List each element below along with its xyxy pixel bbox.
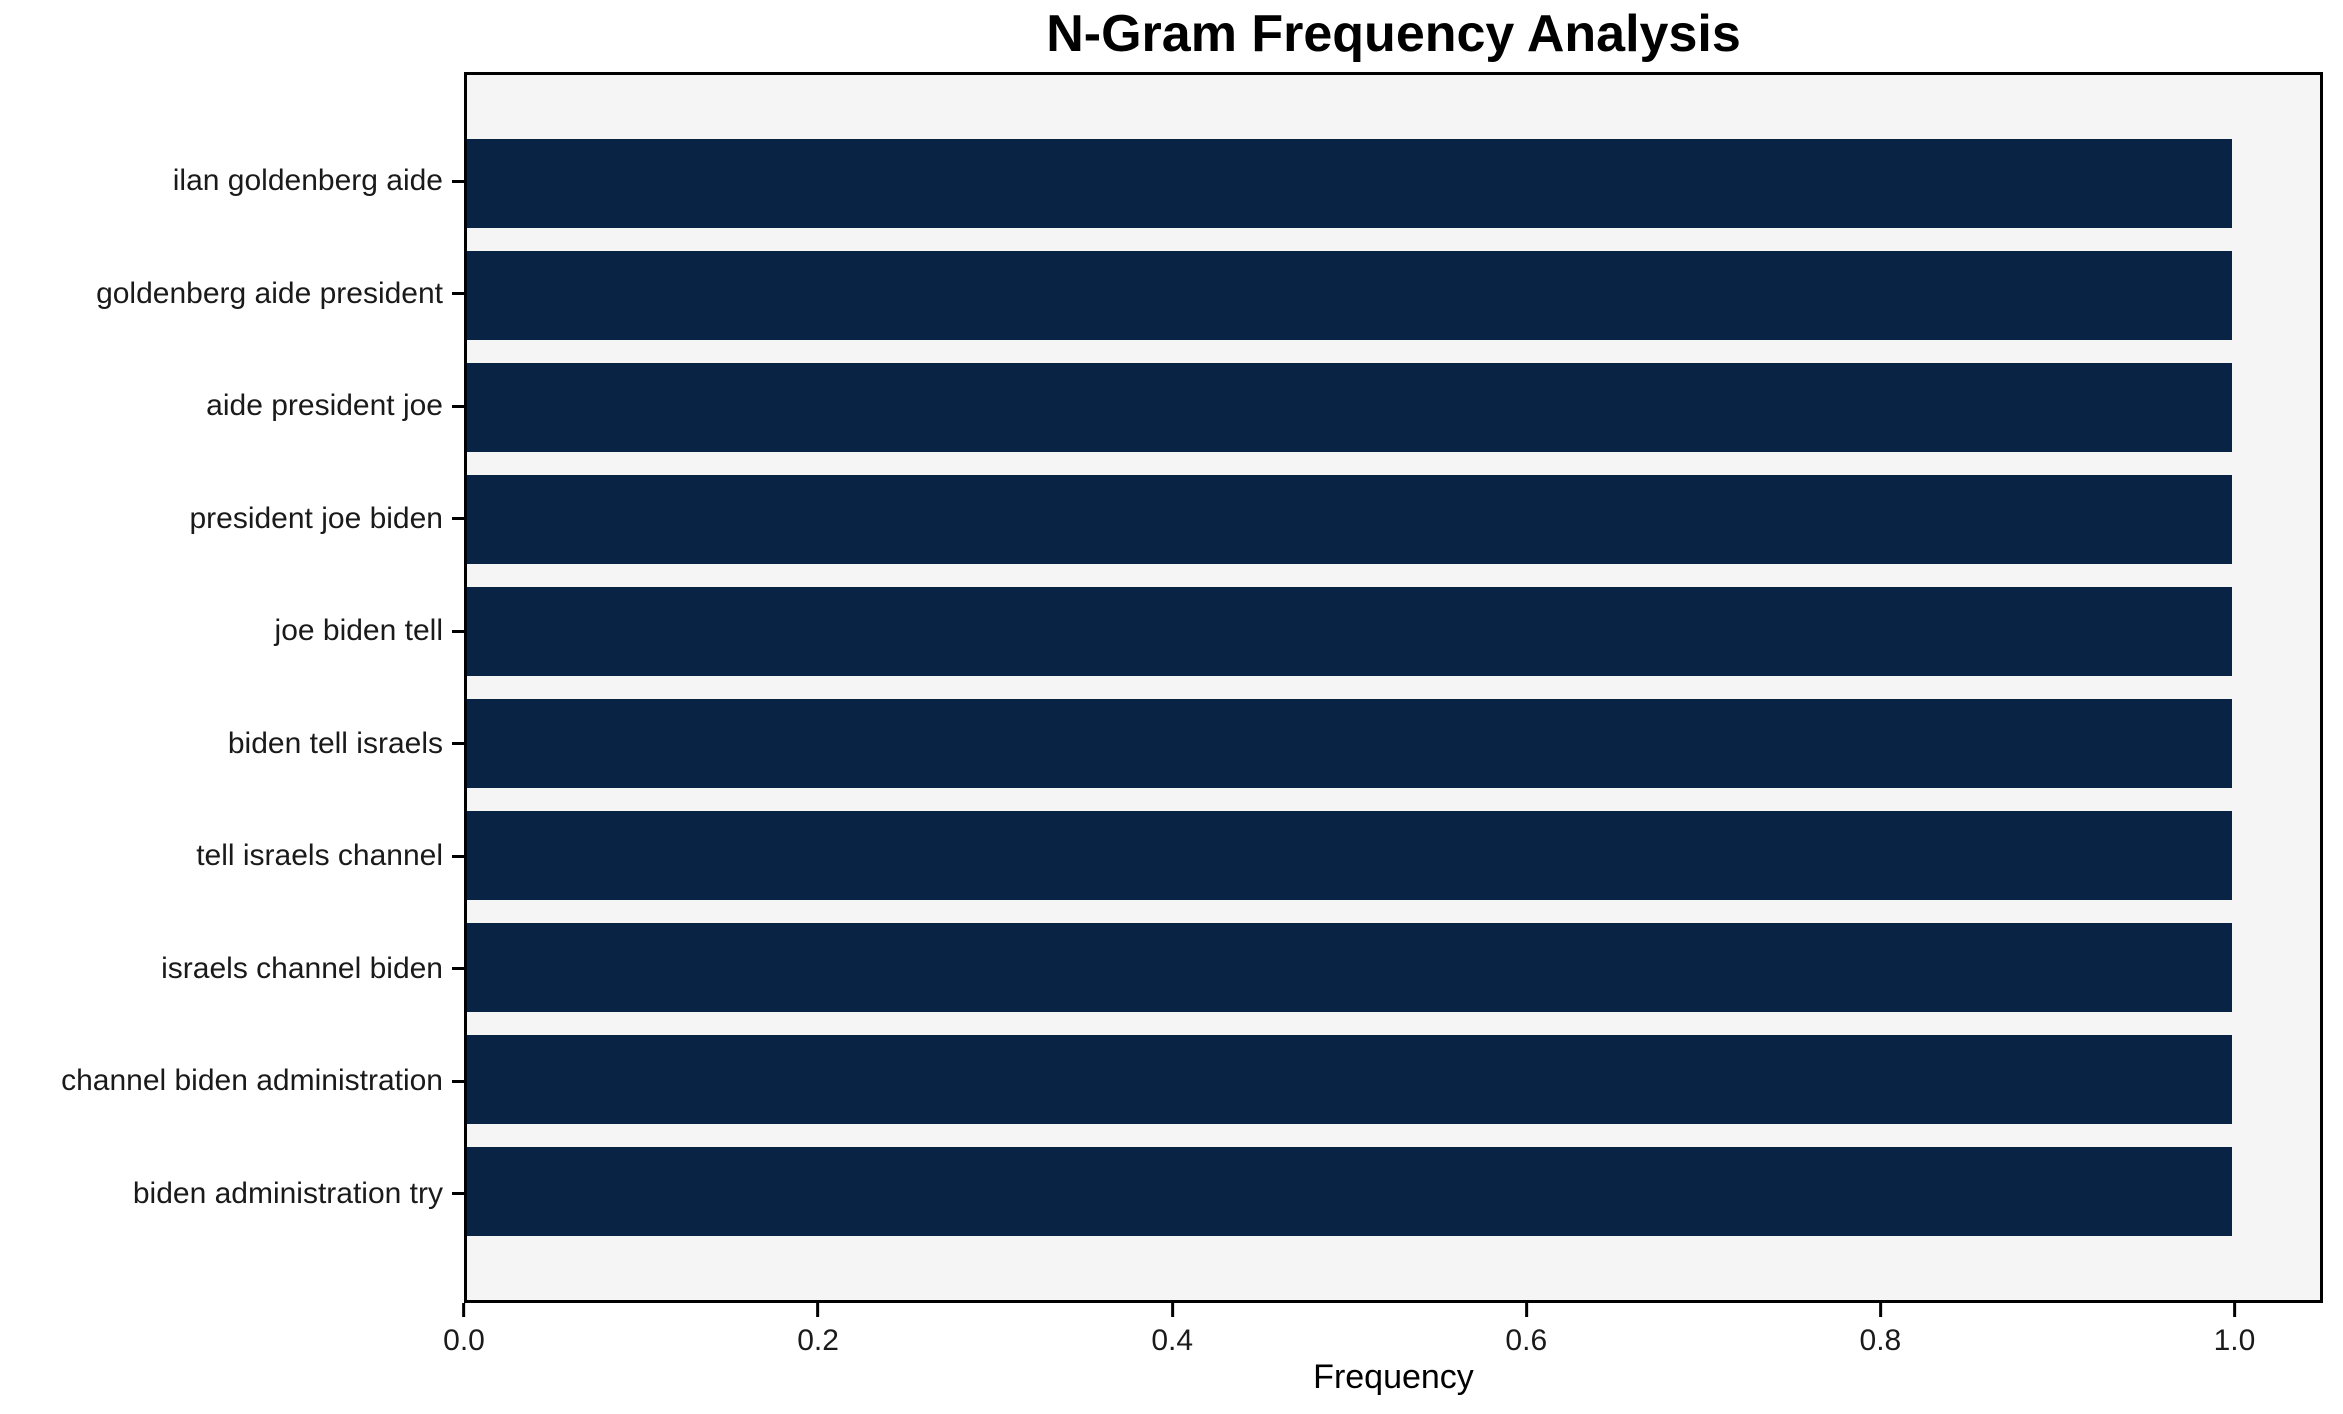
x-axis: 0.0 0.2 0.4 0.6 0.8 1.0 [443,1303,2323,1373]
bar-row [467,911,2320,1023]
y-tick-mark [452,1079,464,1083]
y-tick-label: joe biden tell [274,614,443,648]
bar-row [467,240,2320,352]
y-tick-mark [452,1192,464,1196]
y-tick-row: channel biden administration [0,1025,464,1138]
x-tick: 0.8 [1859,1303,1902,1358]
bar [467,139,2232,229]
y-tick-mark [452,517,464,521]
bar-row [467,688,2320,800]
y-tick-label: tell israels channel [196,839,443,873]
y-tick-row: biden tell israels [0,688,464,801]
x-tick: 1.0 [2213,1303,2256,1358]
y-tick-label: president joe biden [189,501,443,535]
y-tick-row: tell israels channel [0,800,464,913]
x-tick-mark [462,1303,466,1317]
y-axis: ilan goldenberg aide goldenberg aide pres… [0,72,464,1303]
bar-row [467,1135,2320,1247]
y-tick-mark [452,742,464,746]
chart-title: N-Gram Frequency Analysis [1046,5,1741,63]
bar [467,587,2232,677]
y-tick-mark [452,179,464,183]
y-tick-label: biden tell israels [227,726,443,760]
y-tick-label: biden administration try [132,1176,443,1210]
x-tick-mark [2232,1303,2236,1317]
bar-row [467,464,2320,576]
x-tick-label: 1.0 [2213,1324,2256,1357]
y-tick-mark [452,404,464,408]
y-tick-mark [452,854,464,858]
x-tick: 0.4 [1151,1303,1193,1358]
x-tick-mark [1170,1303,1174,1317]
bar-row [467,799,2320,911]
bar-row [467,1023,2320,1135]
y-tick-label: goldenberg aide president [96,276,443,310]
x-tick-label: 0.2 [797,1324,839,1357]
bar-row [467,352,2320,464]
y-tick-row: israels channel biden [0,913,464,1026]
y-tick-row: president joe biden [0,463,464,576]
bar [467,251,2232,341]
bar [467,698,2232,788]
y-tick-row: biden administration try [0,1138,464,1251]
bar [467,475,2232,565]
x-tick-label: 0.8 [1859,1324,1902,1357]
y-tick-row: aide president joe [0,350,464,463]
y-tick-mark [452,292,464,296]
y-tick-row: goldenberg aide president [0,238,464,351]
y-tick-mark [452,967,464,971]
plot-area [464,72,2323,1303]
bar [467,1034,2232,1124]
x-tick-mark [1878,1303,1882,1317]
x-tick: 0.2 [797,1303,839,1358]
y-tick-row: ilan goldenberg aide [0,125,464,238]
x-tick-label: 0.6 [1505,1324,1548,1357]
y-tick-mark [452,629,464,633]
x-tick-mark [1524,1303,1528,1317]
y-tick-row: joe biden tell [0,575,464,688]
y-tick-label: channel biden administration [61,1064,443,1098]
x-tick-label: 0.0 [443,1324,485,1357]
x-tick-label: 0.4 [1151,1324,1194,1357]
bar [467,922,2232,1012]
bar-row [467,576,2320,688]
bar [467,810,2232,900]
y-tick-label: aide president joe [206,389,443,423]
x-tick-mark [816,1303,820,1317]
x-tick: 0.6 [1505,1303,1547,1358]
x-axis-title: Frequency [1313,1358,1474,1396]
y-tick-label: ilan goldenberg aide [172,164,443,198]
bar-row [467,128,2320,240]
y-tick-label: israels channel biden [161,951,443,985]
bar [467,1146,2232,1236]
x-tick: 0.0 [443,1303,485,1358]
bar [467,363,2232,453]
